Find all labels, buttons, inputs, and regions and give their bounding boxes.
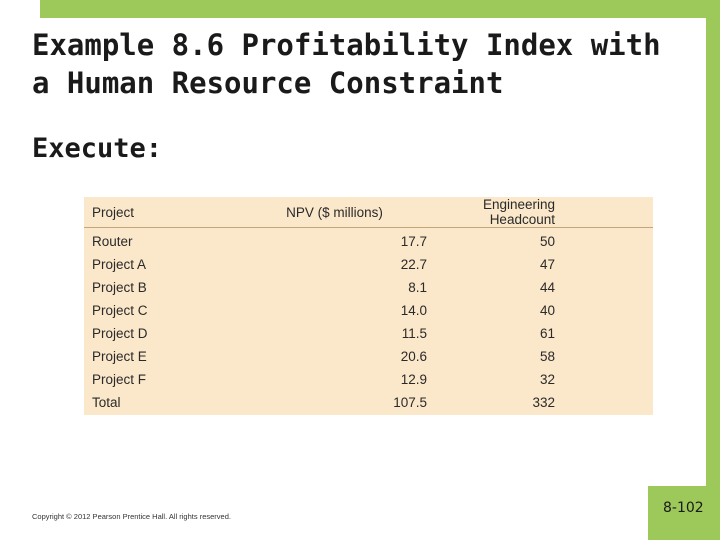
cell-npv: 107.5: [393, 395, 427, 410]
table-row: Project F 12.9 32: [84, 368, 653, 391]
cell-project: Project E: [92, 349, 147, 364]
cell-headcount: 40: [539, 303, 555, 318]
cell-npv: 17.7: [400, 234, 427, 249]
cell-project: Total: [92, 395, 121, 410]
table-header-row: Project NPV ($ millions) Engineering Hea…: [84, 197, 653, 228]
slide-subheading: Execute:: [32, 133, 163, 164]
cell-headcount: 32: [539, 372, 555, 387]
page-number: 8-102: [663, 500, 704, 516]
copyright-footer: Copyright © 2012 Pearson Prentice Hall. …: [32, 512, 231, 521]
right-accent-bar: [706, 0, 720, 540]
project-table: Project NPV ($ millions) Engineering Hea…: [84, 197, 653, 414]
cell-npv: 22.7: [400, 257, 427, 272]
table-row: Total 107.5 332: [84, 391, 653, 414]
cell-project: Project D: [92, 326, 148, 341]
header-headcount: Engineering Headcount: [427, 197, 653, 228]
cell-project: Project F: [92, 372, 147, 387]
cell-headcount: 58: [539, 349, 555, 364]
top-accent-green: [0, 0, 720, 18]
cell-headcount: 44: [539, 280, 555, 295]
cell-npv: 20.6: [400, 349, 427, 364]
cell-headcount: 50: [539, 234, 555, 249]
page-number-box: [648, 486, 720, 540]
cell-headcount: 47: [539, 257, 555, 272]
table-row: Project A 22.7 47: [84, 253, 653, 276]
cell-project: Project A: [92, 257, 147, 272]
cell-headcount: 61: [539, 326, 555, 341]
table-row: Project D 11.5 61: [84, 322, 653, 345]
cell-npv: 12.9: [400, 372, 427, 387]
table-row: Project C 14.0 40: [84, 299, 653, 322]
top-accent-bar: [0, 0, 720, 18]
table-row: Project E 20.6 58: [84, 345, 653, 368]
cell-project: Router: [92, 234, 133, 249]
cell-project: Project B: [92, 280, 147, 295]
cell-npv: 11.5: [401, 326, 427, 341]
cell-npv: 14.0: [400, 303, 427, 318]
header-project: Project: [84, 197, 242, 228]
project-table-panel: Project NPV ($ millions) Engineering Hea…: [84, 197, 653, 415]
cell-project: Project C: [92, 303, 148, 318]
cell-npv: 8.1: [408, 280, 427, 295]
table-row: Project B 8.1 44: [84, 276, 653, 299]
header-npv: NPV ($ millions): [242, 197, 427, 228]
table-row: Router 17.7 50: [84, 228, 653, 254]
slide-title: Example 8.6 Profitability Index with a H…: [32, 28, 661, 100]
cell-headcount: 332: [532, 395, 555, 410]
table-body: Router 17.7 50 Project A 22.7 47 Project B 8.1 4…: [84, 228, 653, 415]
